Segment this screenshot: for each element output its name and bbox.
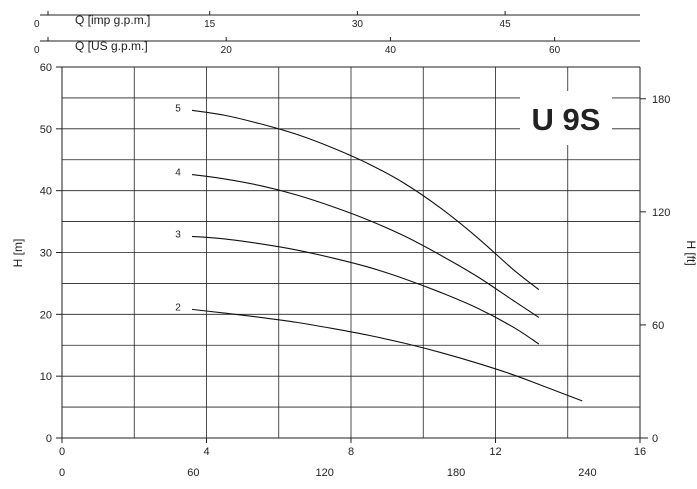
x-bottom-2-tick-label: 120 [316, 467, 334, 479]
y-left-title: H [m] [11, 239, 25, 268]
x-top-2-tick-label: 40 [385, 45, 397, 56]
x-bottom-2-tick-label: 180 [447, 467, 465, 479]
x-bottom-1-tick-label: 4 [203, 446, 209, 458]
curve-3 [192, 235, 540, 345]
curve-labels: 5 4 3 2 [175, 103, 181, 313]
axes [40, 11, 648, 443]
x-bottom-2-tick-label: 240 [578, 467, 596, 479]
x-top-2-tick-label: 0 [34, 45, 40, 56]
y-right-tick-label: 120 [652, 207, 670, 219]
x-top-2-tick-label: 60 [549, 45, 561, 56]
x-bottom-1-tick-label: 16 [634, 446, 646, 458]
x-bottom-1-tick-label: 8 [348, 446, 354, 458]
y-left-tick-label: 20 [40, 309, 52, 321]
y-right-title: H [ft] [684, 240, 697, 265]
curve-label-3: 3 [175, 229, 181, 240]
y-right-tick-label: 60 [652, 320, 664, 332]
y-left-tick-label: 0 [46, 433, 52, 445]
x-top-2-tick-label: 20 [221, 45, 233, 56]
x-top-1-tick-label: 30 [352, 19, 364, 30]
x-top-1-tick-label: 0 [34, 19, 40, 30]
y-right-tick-label: 180 [652, 94, 670, 106]
curve-label-2: 2 [175, 302, 181, 313]
y-left-tick-label: 40 [40, 186, 52, 198]
curve-2 [191, 308, 583, 402]
title-box [520, 91, 612, 145]
chart-title: U 9S [532, 102, 601, 137]
y-left-tick-label: 10 [40, 371, 52, 383]
x-top-1-tick-label: 45 [500, 19, 512, 30]
top-axis-1-title: Q [imp g.p.m.] [75, 13, 150, 27]
curves [191, 109, 583, 402]
x-bottom-1-tick-label: 0 [59, 446, 65, 458]
y-left-tick-label: 50 [40, 124, 52, 136]
curve-label-4: 4 [175, 168, 181, 179]
top-axis-2-title: Q [US g.p.m.] [75, 39, 148, 53]
x-bottom-2-tick-label: 0 [59, 467, 65, 479]
y-left-tick-label: 30 [40, 248, 52, 260]
curve-label-5: 5 [175, 103, 181, 114]
curve-4 [191, 174, 540, 318]
curve-5 [191, 109, 540, 291]
y-right-tick-label: 0 [652, 433, 658, 445]
x-bottom-2-tick-label: 60 [187, 467, 199, 479]
grid [62, 67, 640, 438]
x-bottom-1-tick-label: 12 [489, 446, 501, 458]
x-top-1-tick-label: 15 [204, 19, 216, 30]
y-left-tick-label: 60 [40, 62, 52, 74]
